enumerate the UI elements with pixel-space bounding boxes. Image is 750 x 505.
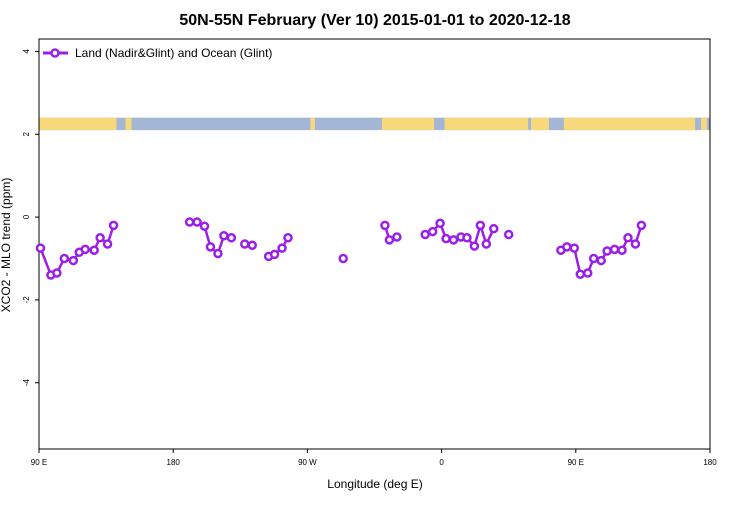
legend-label: Land (Nadir&Glint) and Ocean (Glint) xyxy=(75,46,272,60)
land-segment-3 xyxy=(381,117,435,131)
data-point-15 xyxy=(213,248,223,259)
data-point-41 xyxy=(562,242,572,252)
data-point-30 xyxy=(435,218,445,229)
land-segment-5 xyxy=(531,117,549,131)
y-axis: 4 2 0 -2 -4 xyxy=(22,49,39,387)
data-point-34 xyxy=(462,233,472,243)
data-point-10 xyxy=(108,220,119,231)
y-tick-label-2: 0 xyxy=(22,214,31,219)
plot-frame xyxy=(38,38,711,450)
data-point-29 xyxy=(427,226,438,237)
data-point-3 xyxy=(59,253,70,264)
data-point-52 xyxy=(636,220,647,231)
data-point-12 xyxy=(192,217,202,227)
data-point-17 xyxy=(226,233,237,243)
y-tick-label-4: -4 xyxy=(22,379,31,387)
data-point-14 xyxy=(205,242,216,252)
land-segment-0 xyxy=(39,117,117,131)
x-tick-label-3: 0 xyxy=(439,458,444,467)
data-point-38 xyxy=(489,223,499,234)
legend-marker-swatch xyxy=(50,48,60,58)
data-point-6 xyxy=(80,244,90,255)
x-tick-label-0: 90 E xyxy=(31,458,47,467)
x-tick-label-4: 90 E xyxy=(568,458,584,467)
data-point-9 xyxy=(102,239,113,249)
data-point-49 xyxy=(617,245,627,255)
land-segment-1 xyxy=(125,117,132,131)
data-point-50 xyxy=(623,233,633,243)
data-point-8 xyxy=(95,233,105,243)
data-point-39 xyxy=(503,229,514,240)
legend: Land (Nadir&Glint) and Ocean (Glint) xyxy=(43,46,272,60)
x-tick-label-2: 90 W xyxy=(298,458,317,467)
data-point-11 xyxy=(184,217,195,227)
data-point-47 xyxy=(602,246,612,256)
land-segment-6 xyxy=(563,117,696,131)
data-point-21 xyxy=(269,249,280,260)
data-point-37 xyxy=(481,239,492,249)
data-point-22 xyxy=(277,243,287,253)
land-segment-4 xyxy=(444,117,529,131)
data-point-27 xyxy=(392,232,402,242)
data-point-16 xyxy=(219,230,229,241)
data-point-35 xyxy=(469,241,480,251)
data-point-19 xyxy=(247,240,257,250)
y-tick-label-0: 4 xyxy=(22,49,31,54)
x-tick-label-5: 180 xyxy=(703,458,717,467)
data-point-44 xyxy=(582,268,593,278)
chart-title: 50N-55N February (Ver 10) 2015-01-01 to … xyxy=(179,12,570,29)
data-point-32 xyxy=(448,235,459,245)
data-point-2 xyxy=(52,268,62,278)
x-tick-label-1: 180 xyxy=(167,458,181,467)
data-point-13 xyxy=(199,221,210,231)
data-point-46 xyxy=(596,255,606,266)
x-axis: 90 E 180 90 W 0 90 E 180 xyxy=(31,449,717,467)
data-point-51 xyxy=(630,239,641,249)
y-axis-label: XCO2 - MLO trend (ppm) xyxy=(0,178,13,313)
data-point-43 xyxy=(575,269,586,279)
data-point-7 xyxy=(89,245,99,255)
land-ocean-mask xyxy=(39,117,710,131)
data-point-0 xyxy=(35,243,46,253)
data-point-4 xyxy=(68,255,79,266)
land-segment-7 xyxy=(701,117,708,131)
data-point-28 xyxy=(420,229,430,240)
land-segment-2 xyxy=(310,117,315,131)
data-point-31 xyxy=(441,233,451,244)
data-point-24 xyxy=(338,253,348,264)
data-point-36 xyxy=(475,220,486,231)
series-layer xyxy=(35,217,647,280)
data-point-42 xyxy=(569,243,580,253)
data-point-23 xyxy=(283,233,293,243)
data-point-18 xyxy=(240,239,250,249)
y-tick-label-3: -2 xyxy=(22,296,31,304)
data-point-25 xyxy=(380,220,390,231)
x-axis-label: Longitude (deg E) xyxy=(327,477,422,491)
data-point-45 xyxy=(588,253,599,264)
y-tick-label-1: 2 xyxy=(22,131,31,136)
data-point-48 xyxy=(609,244,620,255)
data-point-26 xyxy=(384,235,395,245)
